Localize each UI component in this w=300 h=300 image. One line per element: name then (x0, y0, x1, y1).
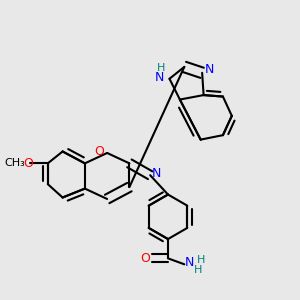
Text: O: O (94, 145, 104, 158)
Text: N: N (185, 256, 194, 269)
Text: H: H (156, 63, 165, 74)
Text: H: H (194, 265, 202, 275)
Text: O: O (140, 252, 150, 265)
Text: CH₃: CH₃ (4, 158, 25, 168)
Text: H: H (196, 255, 205, 265)
Text: N: N (154, 71, 164, 84)
Text: N: N (205, 63, 214, 76)
Text: N: N (152, 167, 161, 180)
Text: O: O (23, 157, 33, 170)
